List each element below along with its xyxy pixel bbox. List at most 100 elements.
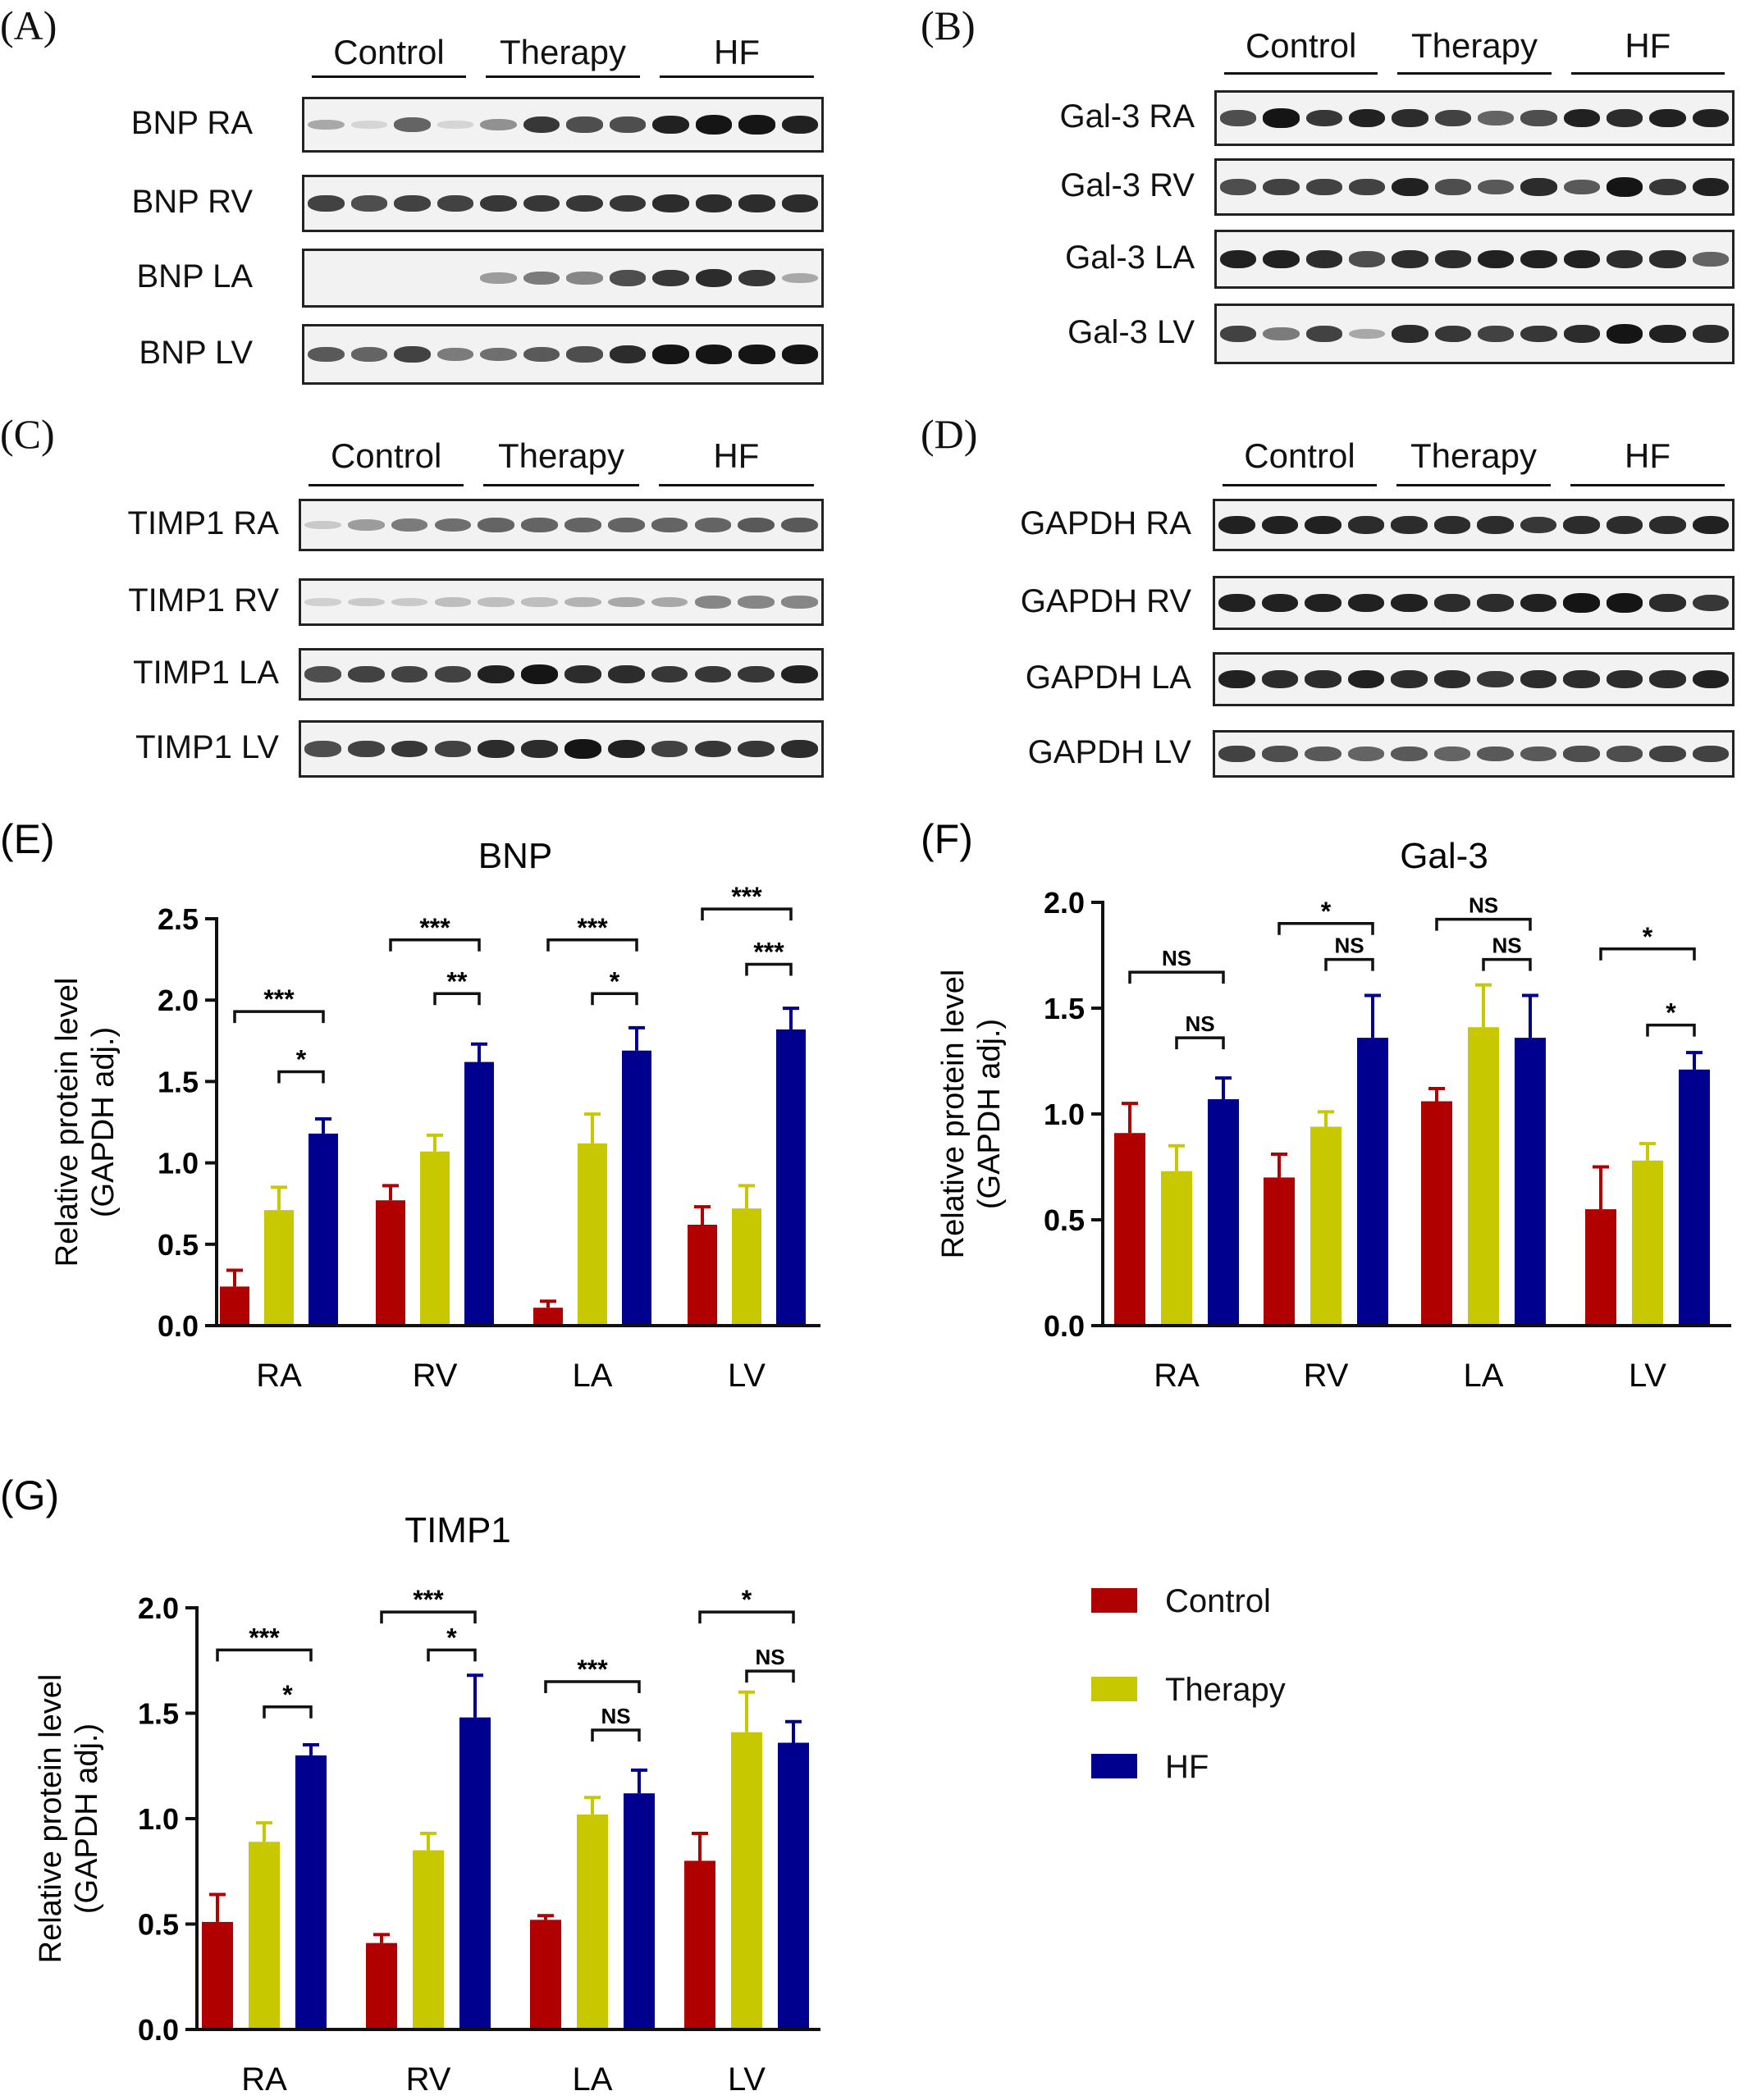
blot-band <box>1305 515 1341 535</box>
blot-band <box>347 666 385 682</box>
blot-band <box>1433 516 1470 534</box>
blot-band <box>1433 670 1470 688</box>
chart-title: BNP <box>478 836 552 876</box>
blot-band <box>651 665 688 683</box>
blot-band <box>781 664 818 684</box>
blot-band <box>308 119 345 130</box>
blot-band <box>1649 178 1686 196</box>
blot-band <box>1607 109 1643 127</box>
blot-band <box>1520 325 1557 343</box>
blot-band <box>394 195 431 212</box>
significance-label: NS <box>1334 934 1364 958</box>
panel-letter: (G) <box>0 1472 59 1518</box>
y-tick-label: 0.0 <box>1044 1309 1085 1343</box>
blot-band <box>480 347 517 362</box>
blot-band <box>1606 746 1643 762</box>
significance-label: * <box>296 1044 307 1074</box>
significance-label: *** <box>419 913 450 943</box>
bar-control <box>1421 1101 1452 1326</box>
group-label-hf: HF <box>1625 26 1671 65</box>
group-bracket-line <box>309 484 464 486</box>
blot-band <box>434 741 472 757</box>
significance-bracket <box>546 938 638 952</box>
y-axis-label: (GAPDH adj.) <box>86 1027 121 1217</box>
blot-band <box>1563 593 1600 613</box>
blot-band <box>738 345 775 364</box>
blot-band <box>1305 670 1341 688</box>
blot-band <box>1305 593 1341 613</box>
bar-hf <box>624 1793 655 2029</box>
blot-row-label: Gal-3 RV <box>1060 167 1195 203</box>
group-label-hf: HF <box>713 436 760 475</box>
bar-control <box>684 1860 715 2029</box>
blot-band <box>1391 670 1428 688</box>
blot-band <box>1520 178 1557 196</box>
blot-band <box>1218 593 1255 613</box>
y-tick-label: 0.0 <box>138 2013 179 2047</box>
significance-label: *** <box>263 984 295 1014</box>
bar-therapy <box>264 1210 294 1326</box>
timp1-bar-chart: (G) TIMP1 Relative protein level (GAPDH adj… <box>0 1472 820 2098</box>
bar-therapy <box>249 1842 280 2029</box>
significance-label: *** <box>577 1655 608 1684</box>
significance-bracket <box>216 1648 313 1662</box>
blot-strip <box>1214 230 1735 289</box>
blot-band <box>1520 516 1556 534</box>
legend-swatch-control <box>1091 1588 1137 1613</box>
bar-hf <box>459 1717 491 2029</box>
group-label-control: Control <box>330 436 442 475</box>
significance-bracket <box>233 1010 325 1024</box>
blot-band <box>566 194 603 212</box>
significance-bracket <box>591 992 638 1006</box>
significance-label: *** <box>753 938 784 967</box>
blot-strip <box>1214 304 1735 364</box>
blot-band <box>1305 746 1341 762</box>
significance-bracket <box>1324 957 1374 971</box>
blot-band <box>523 194 560 212</box>
bar-hf <box>622 1050 651 1326</box>
blot-band <box>1563 516 1600 534</box>
blot-band <box>781 194 818 212</box>
group-label-therapy: Therapy <box>1410 436 1538 475</box>
blot-band <box>564 518 601 532</box>
blot-strip <box>1213 499 1735 551</box>
blot-band <box>651 518 688 532</box>
significance-label: *** <box>413 1585 444 1614</box>
gal3-bar-chart: (F) Gal-3 Relative protein level (GAPDH adj… <box>921 816 1731 1386</box>
blot-band <box>1263 249 1300 269</box>
x-tick-label: RA <box>241 2061 287 2098</box>
bar-control <box>530 1920 561 2029</box>
legend-label-therapy: Therapy <box>1165 1672 1286 1708</box>
blot-band <box>304 520 341 530</box>
blot-band <box>521 597 558 607</box>
y-tick-label: 1.0 <box>158 1147 199 1180</box>
group-bracket-line <box>483 484 639 486</box>
group-label-hf: HF <box>1625 436 1671 475</box>
blot-band <box>1434 110 1471 126</box>
significance-label: NS <box>1492 934 1521 958</box>
significance-bracket <box>389 938 481 952</box>
blot-band <box>1220 110 1257 126</box>
blot-band <box>1218 515 1255 535</box>
blot-band <box>695 115 732 135</box>
significance-label: NS <box>1469 893 1498 918</box>
bar-hf <box>1357 1038 1388 1326</box>
blot-band <box>1606 516 1643 534</box>
y-axis-label: Relative protein level <box>50 978 85 1267</box>
blot-band <box>480 194 517 212</box>
blot-band <box>566 272 603 285</box>
y-tick-label: 1.0 <box>1044 1098 1085 1131</box>
blot-band <box>1520 110 1557 126</box>
blot-band <box>566 116 603 133</box>
blot-strip <box>1214 158 1735 216</box>
blot-band <box>695 269 732 287</box>
chart-title: Gal-3 <box>1400 836 1488 876</box>
blot-band <box>1563 179 1600 195</box>
significance-bracket <box>433 992 481 1006</box>
significance-bracket <box>544 1680 641 1693</box>
significance-bracket <box>701 907 793 921</box>
blot-band <box>1692 515 1729 535</box>
bar-hf <box>776 1029 806 1326</box>
significance-label: * <box>446 1623 457 1652</box>
blot-band <box>1692 108 1729 128</box>
